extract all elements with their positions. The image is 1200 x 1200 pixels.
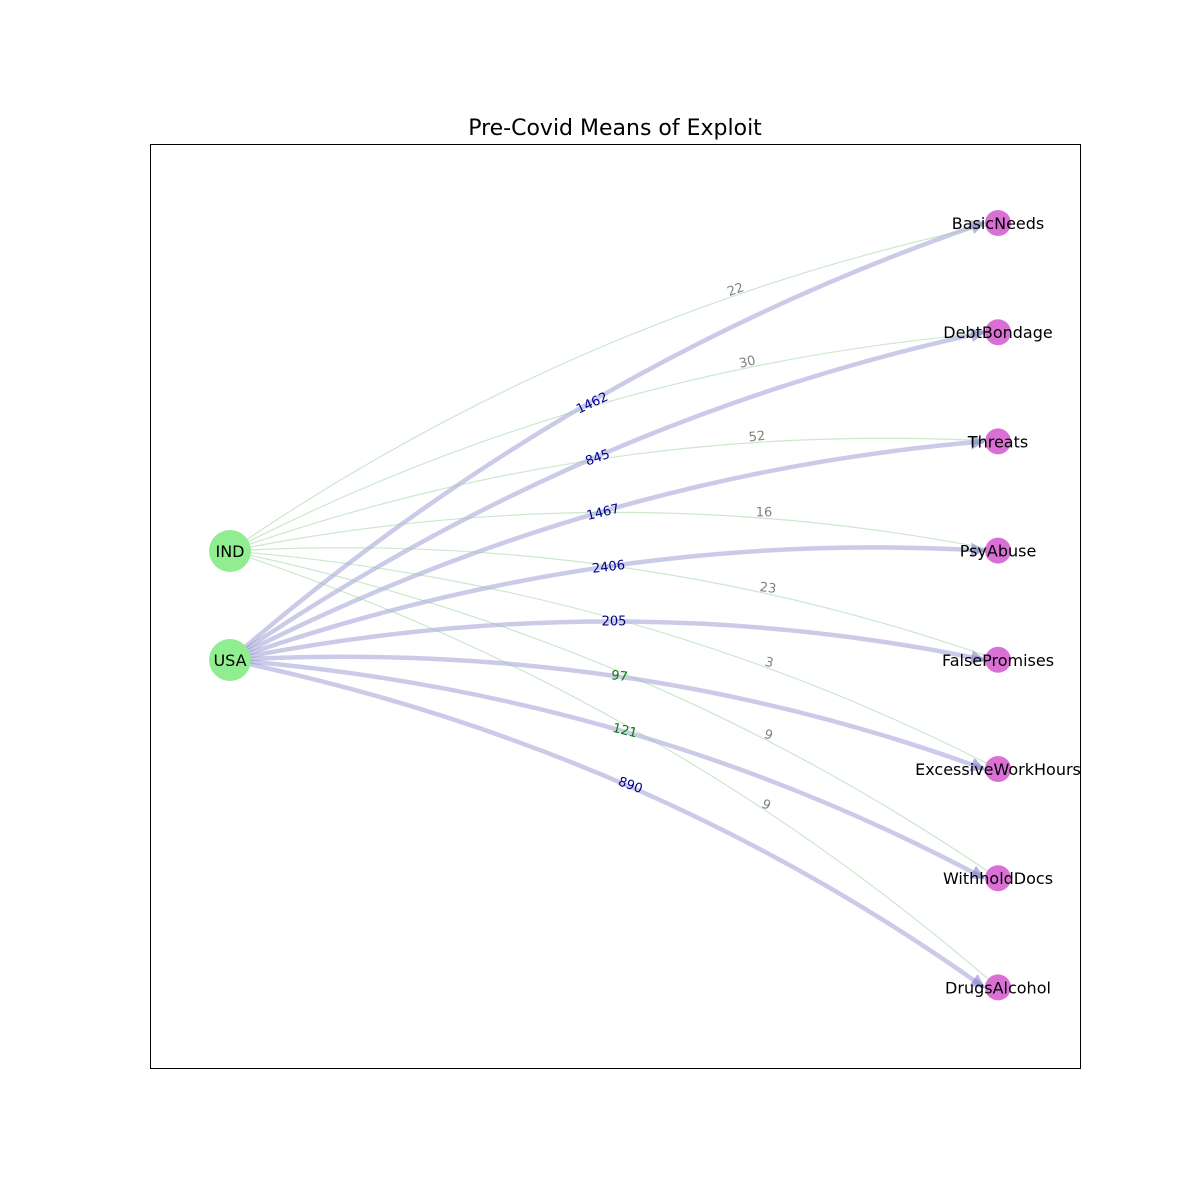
edge-usa-excessiveworkhours <box>229 654 986 772</box>
target-node-label-basicneeds: BasicNeeds <box>952 214 1045 233</box>
target-node-label-falsepromises: FalsePromises <box>942 651 1054 670</box>
target-node-label-psyabuse: PsyAbuse <box>960 542 1037 561</box>
edge-label-usa-withholddocs: 121 <box>611 721 639 741</box>
edge-ind-withholddocs <box>229 550 999 879</box>
edge-label-usa-basicneeds: 1462 <box>574 390 610 418</box>
edge-label-ind-debtbondage: 30 <box>738 353 758 371</box>
edge-usa-drugsalcohol <box>229 657 986 990</box>
edge-label-ind-falsepromises: 23 <box>759 580 777 597</box>
edge-label-ind-threats: 52 <box>748 429 766 446</box>
edge-ind-psyabuse <box>229 511 999 552</box>
chart-title: Pre-Covid Means of Exploit <box>468 116 762 141</box>
edge-label-usa-threats: 1467 <box>585 502 621 524</box>
target-node-label-withholddocs: WithholdDocs <box>943 869 1053 888</box>
source-node-usa <box>209 639 251 681</box>
target-node-label-drugsalcohol: DrugsAlcohol <box>945 978 1051 997</box>
edge-usa-basicneeds <box>228 220 986 662</box>
edge-label-ind-excessiveworkhours: 3 <box>763 655 775 672</box>
edge-label-ind-withholddocs: 9 <box>762 727 775 744</box>
edge-usa-withholddocs <box>229 657 986 881</box>
edge-label-usa-drugsalcohol: 890 <box>616 775 644 797</box>
edge-labels-layer: 1462 845 1467 2406 205 97 121 890 22 30 52 16 23 3 9 9 <box>574 280 777 814</box>
nodes-layer: IND USA BasicNeeds DebtBondage Threats PsyAbu… <box>209 210 1081 1001</box>
target-node-drugsalcohol <box>985 974 1011 1001</box>
plot-frame <box>150 144 1081 1069</box>
target-node-excessiveworkhours <box>985 756 1011 782</box>
source-node-ind <box>209 530 251 572</box>
edge-usa-debtbondage <box>228 327 986 662</box>
target-node-threats <box>985 428 1011 455</box>
target-node-label-excessiveworkhours: ExcessiveWorkHours <box>915 760 1081 779</box>
source-node-label-ind: IND <box>215 542 244 561</box>
target-node-label-threats: Threats <box>967 432 1028 451</box>
target-node-basicneeds <box>985 210 1011 236</box>
edge-ind-drugsalcohol <box>229 550 999 988</box>
edge-ind-excessiveworkhours <box>229 550 999 770</box>
target-node-withholddocs <box>985 865 1011 892</box>
target-node-debtbondage <box>985 319 1011 346</box>
edge-label-usa-excessiveworkhours: 97 <box>610 668 628 685</box>
source-node-label-usa: USA <box>213 651 246 670</box>
edge-usa-falsepromises <box>229 619 986 665</box>
edge-ind-debtbondage <box>229 331 999 552</box>
edge-label-ind-drugsalcohol: 9 <box>759 797 773 814</box>
target-node-falsepromises <box>985 646 1011 673</box>
edge-ind-basicneeds <box>229 222 999 552</box>
edge-usa-psyabuse <box>229 542 986 663</box>
edge-ind-threats <box>229 437 999 552</box>
target-node-label-debtbondage: DebtBondage <box>943 323 1052 342</box>
edge-label-ind-basicneeds: 22 <box>725 280 746 300</box>
edges-layer <box>228 220 999 990</box>
edge-label-usa-psyabuse: 2406 <box>591 558 626 577</box>
edge-label-ind-psyabuse: 16 <box>756 505 773 520</box>
edge-ind-falsepromises <box>229 547 999 661</box>
target-node-psyabuse <box>985 537 1011 564</box>
edge-label-usa-debtbondage: 845 <box>584 447 612 469</box>
edge-usa-threats <box>228 435 986 663</box>
edge-label-usa-falsepromises: 205 <box>602 614 627 629</box>
